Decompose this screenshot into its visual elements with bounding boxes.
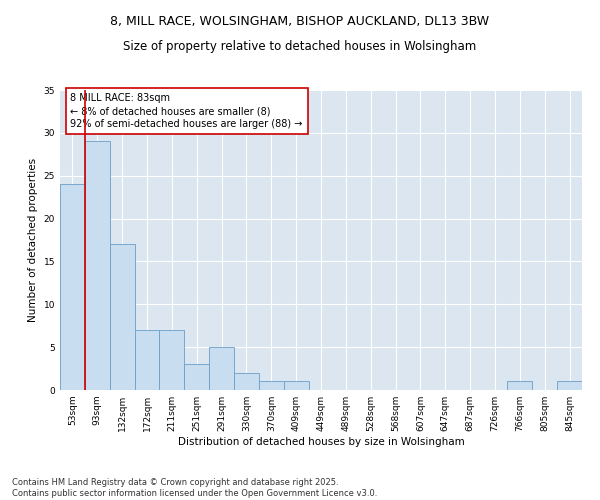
Bar [557, 382, 582, 390]
Bar [60, 184, 85, 390]
Bar [259, 382, 284, 390]
Text: Contains HM Land Registry data © Crown copyright and database right 2025.
Contai: Contains HM Land Registry data © Crown c… [12, 478, 377, 498]
Bar [134, 330, 160, 390]
Bar [234, 373, 259, 390]
Text: 8, MILL RACE, WOLSINGHAM, BISHOP AUCKLAND, DL13 3BW: 8, MILL RACE, WOLSINGHAM, BISHOP AUCKLAN… [110, 15, 490, 28]
Text: 8 MILL RACE: 83sqm
← 8% of detached houses are smaller (8)
92% of semi-detached : 8 MILL RACE: 83sqm ← 8% of detached hous… [70, 93, 303, 130]
Bar [110, 244, 134, 390]
Bar [85, 142, 110, 390]
Y-axis label: Number of detached properties: Number of detached properties [28, 158, 38, 322]
Bar [209, 347, 234, 390]
Bar [160, 330, 184, 390]
Bar [284, 382, 308, 390]
X-axis label: Distribution of detached houses by size in Wolsingham: Distribution of detached houses by size … [178, 437, 464, 447]
Bar [508, 382, 532, 390]
Text: Size of property relative to detached houses in Wolsingham: Size of property relative to detached ho… [124, 40, 476, 53]
Bar [184, 364, 209, 390]
